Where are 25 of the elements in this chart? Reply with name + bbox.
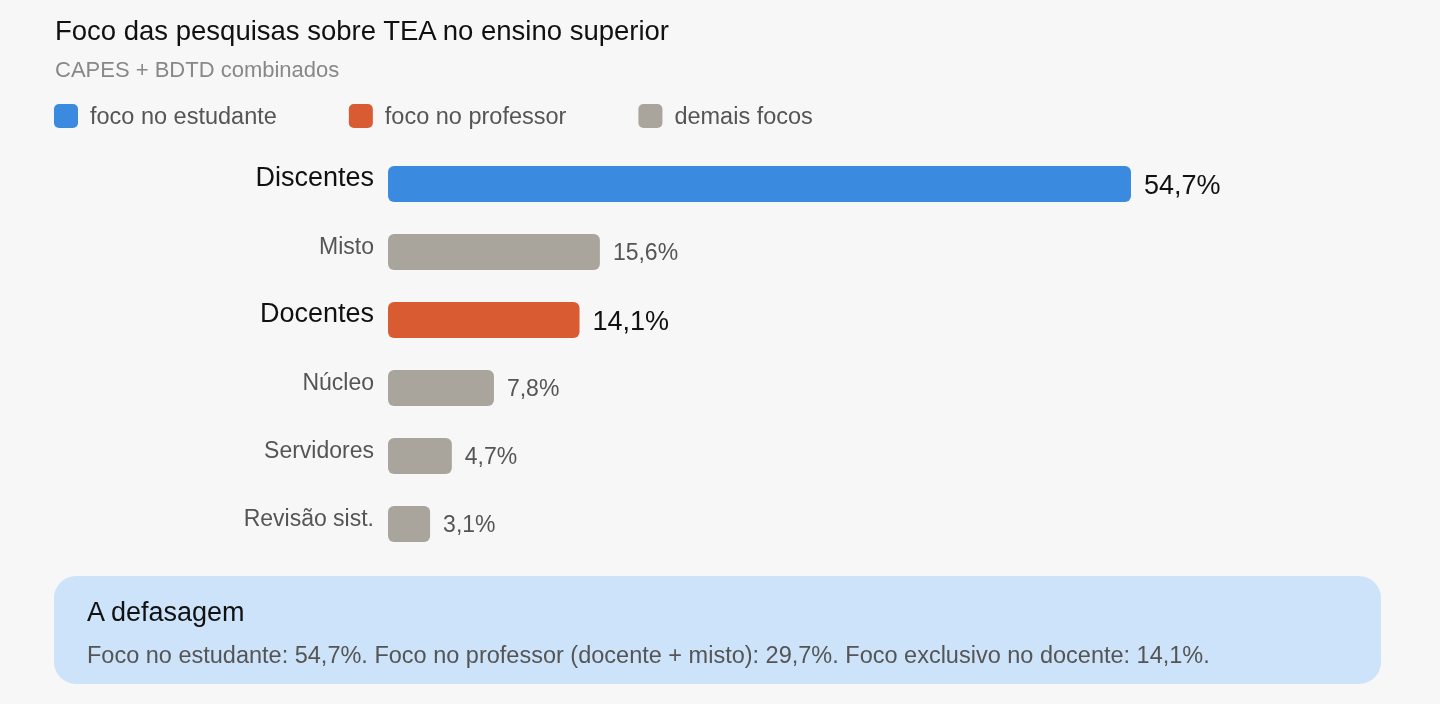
y-tick-label: Revisão sist. [243, 505, 374, 531]
y-tick-label: Núcleo [302, 369, 374, 395]
y-tick-label: Servidores [264, 437, 374, 463]
legend-label: foco no professor [384, 103, 567, 129]
y-tick-label: Misto [319, 233, 374, 259]
legend-label: foco no estudante [90, 103, 277, 129]
data-label: 7,8% [506, 375, 560, 402]
text: Foco no estudante: 54,7%. Foco no professor (docente + misto): 29,7%. Foco exclusivo no docente: 14,1%. [87, 642, 1210, 668]
legend-label: demais focos [674, 103, 813, 129]
bar [388, 438, 452, 474]
bar [388, 370, 494, 406]
data-label: 4,7% [464, 443, 518, 470]
chart-title: Foco das pesquisas sobre TEA no ensino superior [55, 15, 670, 46]
text: A defasagem [87, 597, 245, 627]
data-label: 14,1% [592, 305, 670, 336]
bar [388, 234, 600, 270]
bar [388, 506, 431, 542]
bar [388, 302, 580, 338]
data-label: 3,1% [443, 511, 496, 538]
data-label: 54,7% [1144, 169, 1221, 200]
y-tick-label: Discentes [255, 162, 374, 192]
text: CAPES + BDTD combinados [55, 57, 340, 82]
y-tick-label: Docentes [259, 298, 374, 328]
data-label: 15,6% [612, 239, 679, 266]
bar [388, 166, 1131, 202]
